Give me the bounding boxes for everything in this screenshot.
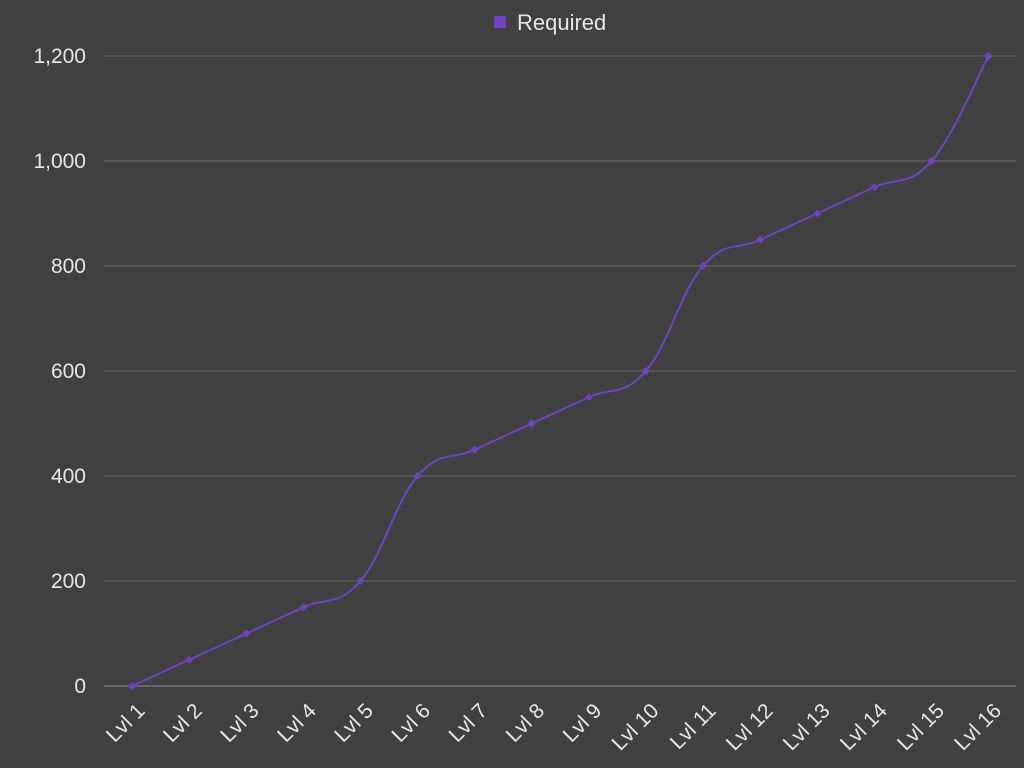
x-tick-label: Lvl 15	[893, 699, 949, 755]
x-tick-label: Lvl 12	[722, 699, 778, 755]
data-point	[984, 52, 993, 60]
x-tick-label: Lvl 16	[950, 699, 1006, 755]
data-point	[927, 157, 936, 165]
data-point	[413, 472, 422, 480]
x-tick-label: Lvl 13	[779, 699, 835, 755]
legend: Required	[494, 10, 606, 35]
series-layer	[128, 52, 993, 690]
data-point	[470, 445, 479, 454]
data-point	[699, 262, 707, 270]
x-tick-label: Lvl 8	[502, 699, 550, 747]
legend-label-required: Required	[517, 10, 606, 35]
data-point	[185, 655, 194, 664]
data-point	[641, 367, 650, 375]
legend-swatch-required	[494, 16, 506, 28]
y-tick-label: 600	[51, 360, 86, 383]
y-tick-label: 1,000	[33, 150, 86, 173]
data-point	[242, 629, 251, 638]
x-tick-label: Lvl 4	[273, 699, 321, 747]
x-tick-label: Lvl 11	[666, 699, 721, 754]
x-tick-label: Lvl 1	[102, 699, 150, 747]
y-tick-label: 0	[74, 675, 86, 698]
data-point	[756, 235, 765, 244]
data-point	[870, 183, 879, 192]
x-axis-tick-labels: Lvl 1 Lvl 2 Lvl 3 Lvl 4 Lvl 5 Lvl 6 Lvl 7 Lvl 8…	[102, 699, 1006, 755]
data-point	[584, 393, 593, 402]
y-tick-label: 200	[51, 570, 86, 593]
x-tick-label: Lvl 7	[445, 699, 493, 747]
series-line-required	[131, 55, 990, 687]
y-tick-label: 800	[51, 255, 86, 278]
data-point	[356, 577, 365, 585]
x-tick-label: Lvl 6	[387, 699, 435, 747]
y-tick-label: 1,200	[33, 45, 86, 68]
data-point	[527, 419, 536, 428]
data-point	[813, 209, 822, 218]
x-tick-label: Lvl 9	[559, 699, 607, 747]
x-tick-label: Lvl 14	[836, 699, 892, 755]
x-tick-label: Lvl 10	[608, 699, 664, 755]
x-tick-label: Lvl 5	[330, 699, 378, 747]
y-tick-label: 400	[51, 465, 86, 488]
x-tick-label: Lvl 3	[216, 699, 264, 747]
x-tick-label: Lvl 2	[159, 699, 207, 747]
y-axis-tick-labels: 0 200 400 600 800 1,000 1,200	[33, 45, 86, 698]
data-point	[128, 682, 136, 690]
gridlines	[104, 55, 1016, 687]
data-point	[299, 603, 308, 612]
